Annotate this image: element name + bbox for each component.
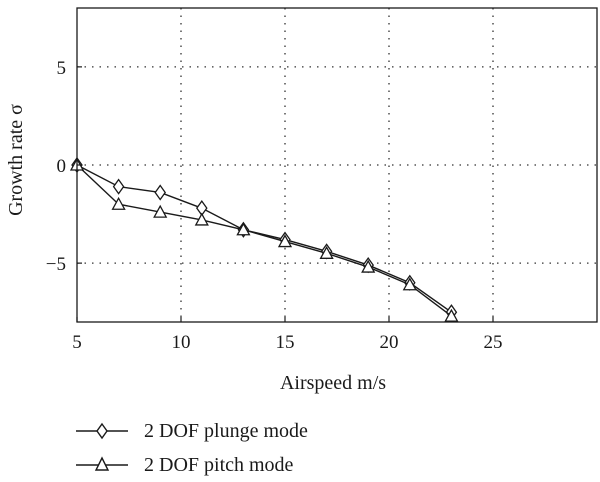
data-point	[444, 308, 459, 322]
x-tick-label: 5	[72, 332, 82, 353]
diamond-marker-icon	[76, 422, 128, 440]
tick-labels: 5 10 15 20 25 −5 0 5	[46, 58, 503, 353]
series-line	[76, 164, 452, 317]
x-axis-title: Airspeed m/s	[280, 372, 386, 394]
legend-label-plunge: 2 DOF plunge mode	[144, 419, 308, 442]
data-point	[111, 196, 126, 210]
legend-label-pitch: 2 DOF pitch mode	[144, 453, 294, 476]
y-tick-label: 5	[57, 58, 67, 79]
series-line	[76, 164, 452, 313]
line-chart: 5 10 15 20 25 −5 0 5 Airspeed m/s Growth rate σ	[5, 7, 598, 394]
legend-item-plunge: 2 DOF plunge mode	[74, 414, 308, 448]
data-point	[277, 234, 293, 248]
series-triangle	[69, 157, 459, 322]
x-tick-label: 25	[484, 332, 503, 353]
data-point	[402, 277, 417, 291]
x-tick-label: 20	[380, 332, 399, 353]
data-point	[361, 259, 376, 273]
plot-frame	[76, 7, 598, 323]
triangle-marker-icon	[76, 456, 128, 471]
x-tick-label: 10	[172, 332, 191, 353]
data-point	[154, 184, 166, 201]
y-axis-title: Growth rate σ	[5, 104, 27, 216]
x-tick-label: 15	[276, 332, 295, 353]
legend: 2 DOF plunge mode 2 DOF pitch mode	[74, 414, 308, 482]
series-layer	[69, 156, 459, 322]
data-point	[236, 222, 251, 236]
data-point	[194, 212, 209, 226]
y-tick-label: −5	[46, 254, 66, 275]
data-point	[319, 245, 334, 259]
data-point	[112, 178, 125, 195]
data-point	[153, 204, 168, 218]
series-diamond	[71, 156, 458, 321]
y-tick-label: 0	[57, 156, 67, 177]
legend-item-pitch: 2 DOF pitch mode	[74, 448, 308, 482]
grid	[77, 8, 597, 322]
